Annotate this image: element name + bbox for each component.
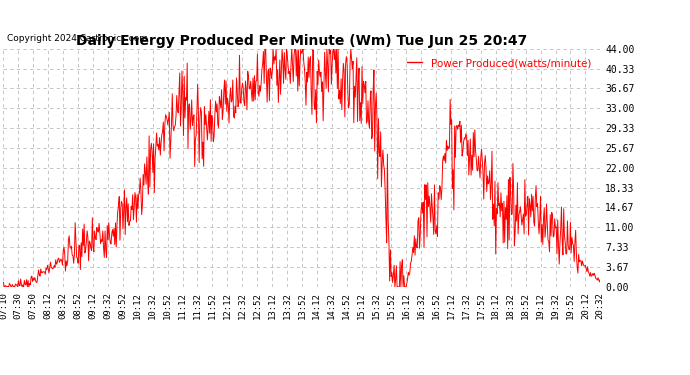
- Text: Copyright 2024 Cartronics.com: Copyright 2024 Cartronics.com: [7, 34, 148, 43]
- Title: Daily Energy Produced Per Minute (Wm) Tue Jun 25 20:47: Daily Energy Produced Per Minute (Wm) Tu…: [77, 34, 527, 48]
- Legend: Power Produced(watts/minute): Power Produced(watts/minute): [402, 54, 595, 72]
